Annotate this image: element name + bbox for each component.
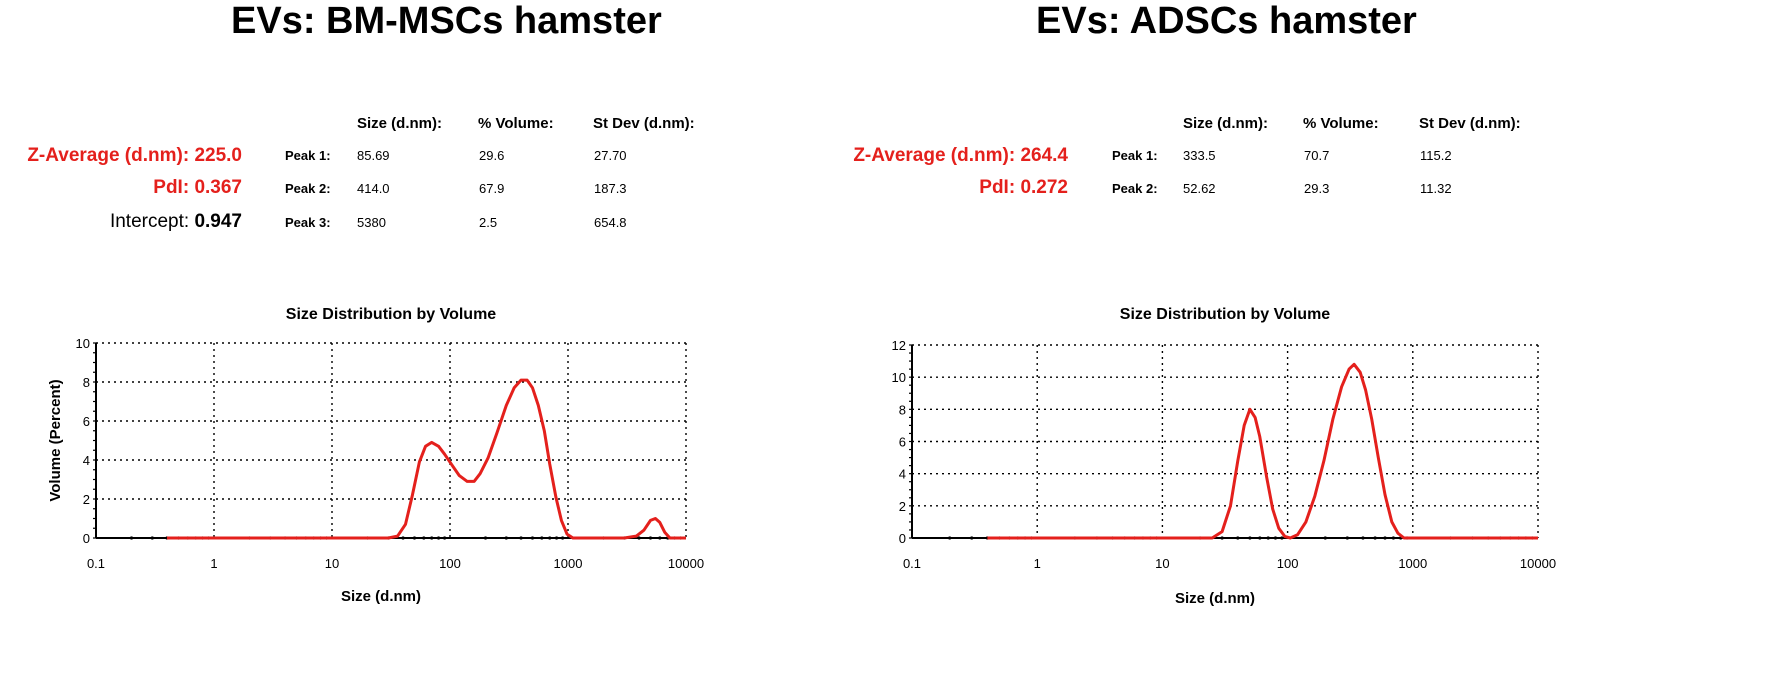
x-axis-label: Size (d.nm) [341, 588, 421, 605]
y-tick-label: 2 [899, 499, 906, 514]
y-tick-label: 12 [892, 338, 906, 353]
x-tick-label: 1 [210, 556, 217, 571]
series-line [167, 378, 686, 540]
intercept-value: 0.947 [194, 211, 242, 232]
chart-title: Size Distribution by Volume [1120, 306, 1330, 323]
peak3-stdev: 654.8 [594, 215, 627, 230]
header-size: Size (d.nm): [1183, 115, 1268, 132]
intercept-label: Intercept: [109, 211, 195, 232]
pdi: PdI: 0.367 [153, 177, 242, 198]
y-tick-label: 6 [899, 435, 906, 450]
peak3-label: Peak 3: [285, 215, 331, 230]
chart-title: Size Distribution by Volume [286, 306, 496, 323]
x-tick-label: 0.1 [903, 556, 921, 571]
peak1-label: Peak 1: [1112, 148, 1158, 163]
peak1-stdev: 115.2 [1420, 148, 1452, 163]
panel-adscs: EVs: ADSCs hamster Size (d.nm): % Volume… [853, 0, 1772, 692]
z-average: Z-Average (d.nm): 225.0 [27, 145, 242, 166]
y-tick-label: 0 [83, 531, 90, 546]
peak1-stdev: 27.70 [594, 148, 627, 163]
peak2-label: Peak 2: [1112, 181, 1158, 196]
header-volume: % Volume: [1303, 115, 1379, 132]
peak1-size: 333.5 [1183, 148, 1216, 163]
peak2-volume: 29.3 [1304, 181, 1330, 196]
intercept: Intercept: 0.947 [0, 211, 242, 233]
y-tick-label: 6 [83, 414, 90, 429]
y-tick-label: 8 [83, 375, 90, 390]
panel-title: EVs: BM-MSCs hamster [231, 0, 662, 42]
y-tick-label: 4 [899, 467, 906, 482]
peak1-label: Peak 1: [285, 148, 331, 163]
y-axis-label: Volume (Percent) [47, 379, 64, 501]
x-tick-label: 10 [325, 556, 339, 571]
x-tick-label: 10000 [1520, 556, 1556, 571]
header-size: Size (d.nm): [357, 115, 442, 132]
x-axis-label: Size (d.nm) [1175, 590, 1255, 607]
y-tick-label: 10 [76, 336, 90, 351]
x-tick-label: 1000 [554, 556, 583, 571]
header-stdev: St Dev (d.nm): [593, 115, 695, 132]
y-tick-label: 4 [83, 453, 90, 468]
peak2-size: 52.62 [1183, 181, 1216, 196]
header-stdev: St Dev (d.nm): [1419, 115, 1521, 132]
panel-title: EVs: ADSCs hamster [1036, 0, 1417, 42]
peak2-volume: 67.9 [479, 181, 505, 196]
panel-bm-mscs: EVs: BM-MSCs hamster Size (d.nm): % Volu… [0, 0, 704, 605]
series-line [987, 362, 1538, 540]
peak2-label: Peak 2: [285, 181, 331, 196]
x-tick-label: 100 [1277, 556, 1299, 571]
peak2-size: 414.0 [357, 181, 390, 196]
peak3-volume: 2.5 [479, 215, 498, 230]
x-tick-label: 1 [1034, 556, 1041, 571]
peak1-volume: 29.6 [479, 148, 505, 163]
y-tick-label: 0 [899, 531, 906, 546]
x-tick-label: 10 [1155, 556, 1169, 571]
peak3-size: 5380 [357, 215, 386, 230]
x-tick-label: 10000 [668, 556, 704, 571]
y-tick-label: 2 [83, 492, 90, 507]
x-tick-label: 1000 [1398, 556, 1427, 571]
y-tick-label: 8 [899, 402, 906, 417]
peak2-stdev: 11.32 [1420, 181, 1452, 196]
peak2-stdev: 187.3 [594, 181, 627, 196]
header-volume: % Volume: [478, 115, 554, 132]
x-tick-label: 100 [439, 556, 461, 571]
z-average: Z-Average (d.nm): 264.4 [853, 145, 1068, 166]
x-tick-label: 0.1 [87, 556, 105, 571]
pdi: PdI: 0.272 [979, 177, 1068, 198]
peak1-size: 85.69 [357, 148, 390, 163]
y-tick-label: 10 [892, 370, 906, 385]
peak1-volume: 70.7 [1304, 148, 1330, 163]
